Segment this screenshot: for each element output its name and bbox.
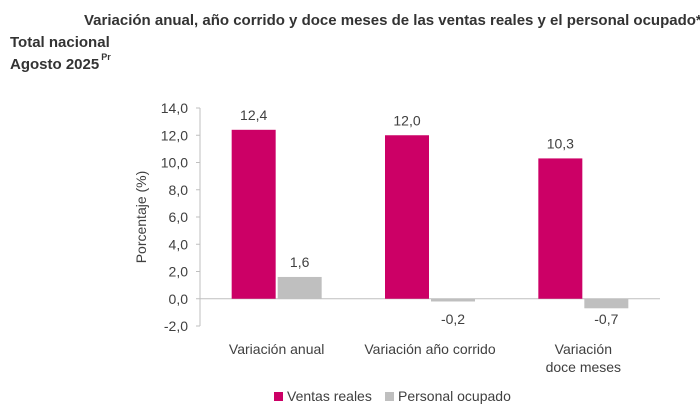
- bar-ventas-reales: [538, 158, 583, 299]
- period-mark: Pr: [101, 52, 111, 62]
- y-axis-title: Porcentaje (%): [133, 171, 149, 264]
- y-tick-label: 14,0: [161, 100, 188, 116]
- x-tick-label: doce meses: [546, 359, 621, 375]
- y-tick-label: 12,0: [161, 127, 188, 143]
- y-tick-label: 6,0: [169, 209, 189, 225]
- data-label: 1,6: [290, 254, 310, 270]
- x-tick-label: Variación anual: [229, 341, 324, 357]
- legend-swatch: [274, 392, 283, 401]
- y-tick-label: 10,0: [161, 155, 188, 171]
- x-tick-label: Variación año corrido: [364, 341, 495, 357]
- period-label: Agosto 2025 Pr: [10, 52, 111, 73]
- legend-label: Personal ocupado: [398, 388, 511, 404]
- data-label: 12,4: [240, 107, 267, 123]
- bar-personal-ocupado: [584, 298, 629, 309]
- data-label: 12,0: [393, 112, 420, 128]
- data-label: 10,3: [547, 135, 574, 151]
- y-tick-label: 4,0: [169, 236, 189, 252]
- period-text: Agosto 2025: [10, 56, 100, 73]
- bar-ventas-reales: [231, 129, 276, 299]
- data-label: -0,2: [441, 311, 465, 327]
- bar-personal-ocupado: [277, 276, 322, 299]
- bar-ventas-reales: [385, 135, 429, 299]
- legend-swatch: [385, 392, 394, 401]
- y-tick-label: 0,0: [169, 291, 189, 307]
- bar-personal-ocupado: [431, 298, 475, 302]
- y-tick-label: 2,0: [169, 264, 189, 280]
- chart-title: Variación anual, año corrido y doce mese…: [84, 12, 700, 29]
- y-tick-label: -2,0: [164, 318, 188, 334]
- scope-label: Total nacional: [10, 34, 110, 51]
- legend-label: Ventas reales: [287, 388, 372, 404]
- x-tick-label: Variación: [555, 341, 612, 357]
- y-tick-label: 8,0: [169, 182, 189, 198]
- data-label: -0,7: [594, 311, 618, 327]
